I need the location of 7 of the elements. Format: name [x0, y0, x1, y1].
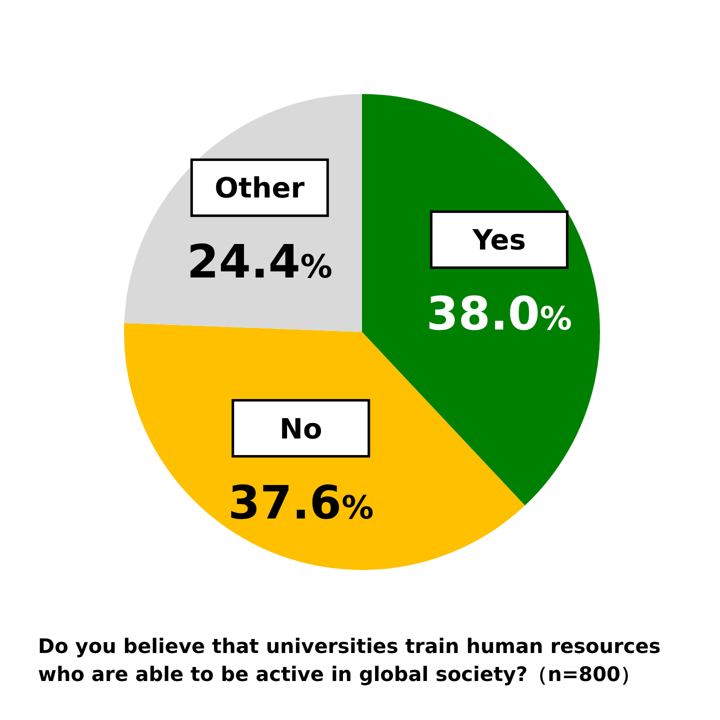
- slice-label: Yes: [472, 224, 526, 257]
- text: Do you believe that universities train human resources who are able to be active in global society?（n=800）: [38, 633, 662, 688]
- data-label: 24.4%: [186, 234, 332, 289]
- slice-label: Other: [214, 172, 305, 205]
- data-label: 38.0%: [426, 286, 572, 341]
- data-label: 37.6%: [228, 475, 374, 530]
- slice-label: No: [280, 412, 322, 446]
